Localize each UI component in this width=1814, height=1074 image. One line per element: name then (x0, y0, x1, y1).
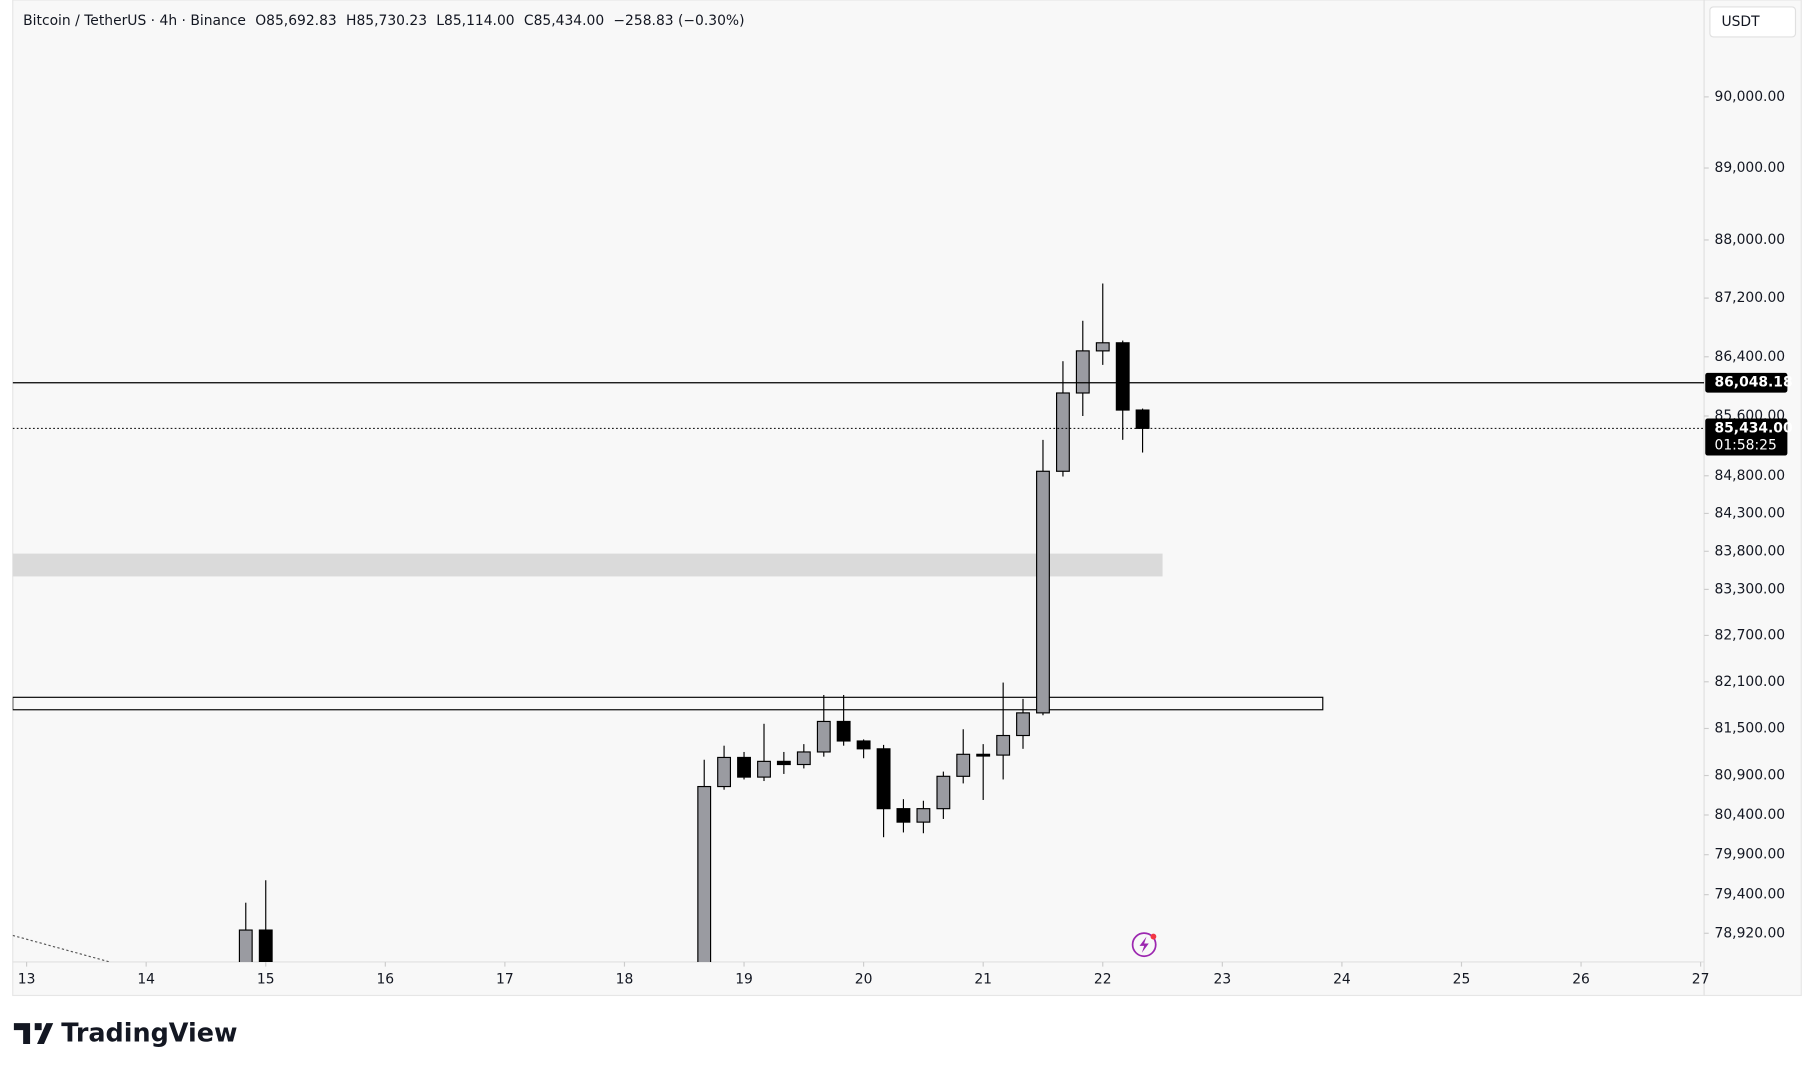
candle-body (1075, 350, 1090, 394)
y-tick-label: 82,700.00 (1715, 627, 1786, 643)
x-tick-label: 15 (257, 971, 275, 987)
plot-area (12, 283, 1705, 962)
y-tick-label: 84,800.00 (1715, 468, 1786, 484)
x-tick-label: 18 (616, 971, 634, 987)
countdown-label: 01:58:25 (1715, 438, 1777, 454)
x-tick-label: 17 (496, 971, 514, 987)
x-tick-label: 24 (1333, 971, 1351, 987)
y-tick-label: 87,200.00 (1715, 290, 1786, 306)
y-tick-label: 84,300.00 (1715, 505, 1786, 521)
x-tick-label: 13 (18, 971, 36, 987)
x-tick-label: 27 (1692, 971, 1710, 987)
candle-body (876, 748, 891, 810)
x-tick-label: 14 (137, 971, 155, 987)
price-tag-label: 86,048.18 (1715, 375, 1793, 391)
price-tag-label: 85,434.00 (1715, 420, 1793, 436)
y-tick-label: 83,800.00 (1715, 543, 1786, 559)
y-tick-label: 81,500.00 (1715, 720, 1786, 736)
candle-body (1135, 409, 1150, 429)
candle-body (1016, 712, 1030, 737)
price-tag (1705, 372, 1788, 393)
x-tick-label: 19 (735, 971, 753, 987)
y-tick-label: 86,400.00 (1715, 349, 1786, 365)
ohlc-label: −258.83 (−0.30%) (613, 13, 744, 29)
y-tick-label: 79,900.00 (1715, 847, 1786, 863)
ohlc-label: C85,434.00 (524, 13, 604, 29)
ohlc-label: L85,114.00 (436, 13, 514, 29)
zone (12, 553, 1163, 577)
brand-logo: TradingView (13, 1018, 237, 1048)
candle-body (856, 740, 871, 750)
candle-body (238, 929, 253, 962)
event-icon[interactable] (1131, 932, 1157, 958)
event-dot (1150, 933, 1157, 940)
y-tick-label: 90,000.00 (1715, 89, 1786, 105)
candle-body (776, 760, 791, 766)
x-tick-label: 20 (855, 971, 873, 987)
chart-frame (12, 0, 1802, 997)
chart-title: Bitcoin / TetherUS · 4h · Binance (23, 13, 246, 29)
x-tick-label: 16 (376, 971, 394, 987)
candle-body (1095, 342, 1110, 352)
y-tick-label: 78,920.00 (1715, 925, 1786, 941)
candle-body (996, 734, 1011, 756)
candle-body (1056, 392, 1070, 472)
y-tick-label: 80,900.00 (1715, 768, 1786, 784)
y-tick-label: 89,000.00 (1715, 160, 1786, 176)
y-tick-label: 82,100.00 (1715, 674, 1786, 690)
y-tick-label: 83,300.00 (1715, 581, 1786, 597)
x-tick-label: 25 (1453, 971, 1471, 987)
x-tick-label: 23 (1214, 971, 1232, 987)
candle-body (717, 756, 732, 788)
ohlc-label: H85,730.23 (346, 13, 427, 29)
candle-body (1036, 470, 1050, 714)
candle-body (258, 929, 273, 962)
event-icon-bolt (1139, 936, 1149, 953)
zone (12, 696, 1324, 711)
candle-body (936, 775, 951, 810)
y-tick-label: 88,000.00 (1715, 232, 1786, 248)
currency-button[interactable] (1709, 6, 1797, 38)
brand-name: TradingView (61, 1018, 237, 1048)
currency-label: USDT (1721, 14, 1760, 30)
x-tick-label: 26 (1572, 971, 1590, 987)
ohlc-label: O85,692.83 (255, 13, 337, 29)
x-tick-label: 22 (1094, 971, 1112, 987)
axes: 78,920.00 79,400.00 79,900.00 80,400.00 80,9… (18, 89, 1793, 987)
candle-body (737, 756, 751, 778)
y-tick-label: 80,400.00 (1715, 807, 1786, 823)
candle-body (796, 751, 811, 766)
candle-body (836, 720, 851, 742)
candle-body (976, 753, 991, 757)
candle-body (896, 808, 911, 823)
trend-line (12, 934, 111, 962)
x-tick-label: 21 (974, 971, 992, 987)
candle-body (956, 753, 971, 777)
price-tag (1705, 418, 1788, 456)
candle-body (697, 785, 712, 962)
y-tick-label: 79,400.00 (1715, 887, 1786, 903)
candle-body (916, 808, 931, 823)
candle-body (1115, 342, 1130, 411)
candle-body (757, 760, 771, 778)
candle-body (816, 720, 831, 753)
